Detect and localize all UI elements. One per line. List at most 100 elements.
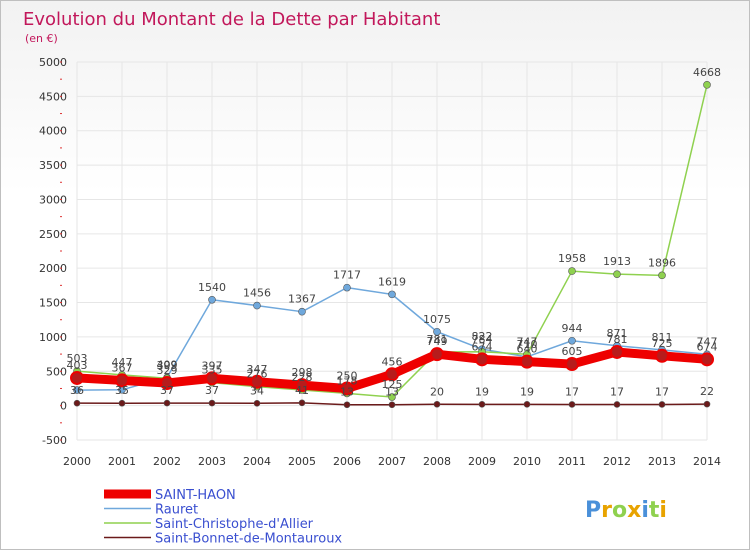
data-point-3 — [658, 401, 666, 408]
data-point-0 — [340, 381, 354, 396]
data-point-3 — [478, 401, 486, 408]
data-point-3 — [118, 399, 126, 407]
data-point-3 — [73, 399, 81, 407]
data-label: 781 — [607, 333, 628, 346]
data-label: 35 — [115, 384, 129, 397]
data-label: 276 — [247, 368, 268, 381]
data-labels: 403 367 329 397 347 298 250 456 749 674 640 605 781 7… — [67, 66, 722, 399]
data-label: 725 — [652, 337, 673, 350]
x-tick-label: 2012 — [603, 455, 631, 468]
data-point-3 — [343, 401, 351, 409]
data-point-0 — [700, 352, 714, 367]
y-tick-label: 3000 — [39, 193, 67, 206]
data-point-3 — [298, 399, 306, 407]
data-label: 347 — [247, 363, 268, 376]
x-tick-label: 2010 — [513, 455, 541, 468]
data-label: 36 — [70, 384, 84, 397]
data-point-3 — [703, 400, 711, 408]
data-point-0 — [115, 373, 129, 388]
data-point-0 — [430, 347, 444, 362]
logo-letter: P — [585, 498, 601, 523]
data-label: 674 — [472, 340, 493, 353]
data-point-3 — [208, 399, 216, 407]
x-tick-label: 2006 — [333, 455, 361, 468]
data-point-0 — [70, 370, 84, 385]
data-point-3 — [568, 401, 576, 408]
y-tick-label: 0 — [60, 400, 67, 413]
y-tick-label: 5000 — [39, 56, 67, 69]
logo-letter: i — [659, 498, 667, 523]
data-point-3 — [523, 401, 531, 408]
data-point-1 — [568, 336, 576, 345]
data-label: 640 — [517, 343, 538, 356]
data-label: 17 — [610, 385, 624, 398]
x-tick-label: 2002 — [153, 455, 181, 468]
data-label: 367 — [112, 361, 133, 374]
data-label: 403 — [67, 359, 88, 372]
data-point-3 — [613, 401, 621, 408]
data-point-3 — [253, 399, 261, 407]
data-label: 335 — [202, 364, 223, 377]
logo-letter: x — [627, 498, 641, 523]
data-point-0 — [655, 348, 669, 363]
data-point-0 — [160, 376, 174, 391]
data-label: 749 — [427, 335, 448, 348]
legend-label: SAINT-HAON — [155, 488, 236, 503]
data-point-1 — [343, 283, 351, 292]
data-point-2 — [658, 271, 666, 280]
logo-text: Proxiti — [585, 498, 667, 523]
proxiti-logo: Proxiti — [585, 498, 667, 523]
y-tick-label: -500 — [42, 434, 67, 447]
data-label: 17 — [565, 385, 579, 398]
x-tick-label: 2011 — [558, 455, 586, 468]
legend-label: Saint-Christophe-d'Allier — [155, 517, 314, 532]
data-label: 1717 — [333, 269, 361, 282]
chart-title: Evolution du Montant de la Dette par Hab… — [23, 9, 440, 30]
data-point-2 — [388, 393, 396, 401]
data-point-1 — [73, 386, 81, 394]
data-label: 298 — [292, 366, 313, 379]
y-tick-label: 2500 — [39, 228, 67, 241]
logo-letter: o — [612, 498, 627, 523]
data-label: 811 — [652, 331, 673, 344]
data-point-0 — [610, 344, 624, 359]
x-tick-label: 2004 — [243, 455, 271, 468]
y-tick-label: 1000 — [39, 331, 67, 344]
series-layer — [70, 81, 714, 409]
x-tick-label: 2008 — [423, 455, 451, 468]
logo-letter: i — [641, 498, 649, 523]
data-label: 747 — [697, 335, 718, 348]
data-label: 710 — [517, 338, 538, 351]
x-tick-label: 2000 — [63, 455, 91, 468]
data-label: 1896 — [648, 256, 676, 269]
logo-letter: r — [601, 498, 612, 523]
data-label: 1540 — [198, 281, 226, 294]
logo-letter: t — [649, 498, 660, 523]
data-point-3 — [163, 399, 171, 407]
x-tick-label: 2013 — [648, 455, 676, 468]
data-point-2 — [613, 270, 621, 278]
data-point-0 — [385, 367, 399, 382]
data-point-1 — [253, 301, 261, 310]
chart-subtitle: (en €) — [25, 32, 58, 45]
x-tick-label: 2009 — [468, 455, 496, 468]
data-point-0 — [295, 378, 309, 393]
data-label: 19 — [520, 385, 534, 398]
data-point-2 — [568, 267, 576, 275]
data-label: 34 — [250, 384, 264, 397]
data-label: 871 — [607, 327, 628, 340]
data-point-0 — [520, 354, 534, 369]
data-label: 944 — [562, 322, 583, 335]
data-label: 409 — [157, 359, 178, 372]
data-label: 674 — [697, 340, 718, 353]
legend: SAINT-HAONRauretSaint-Christophe-d'Allie… — [104, 488, 342, 547]
data-point-3 — [388, 401, 396, 409]
x-tick-label: 2014 — [693, 455, 721, 468]
data-point-1 — [388, 290, 396, 299]
data-label: 19 — [475, 385, 489, 398]
data-point-1 — [298, 307, 306, 316]
y-tick-label: 1500 — [39, 297, 67, 310]
data-label: 37 — [205, 384, 219, 397]
data-label: 781 — [427, 333, 448, 346]
